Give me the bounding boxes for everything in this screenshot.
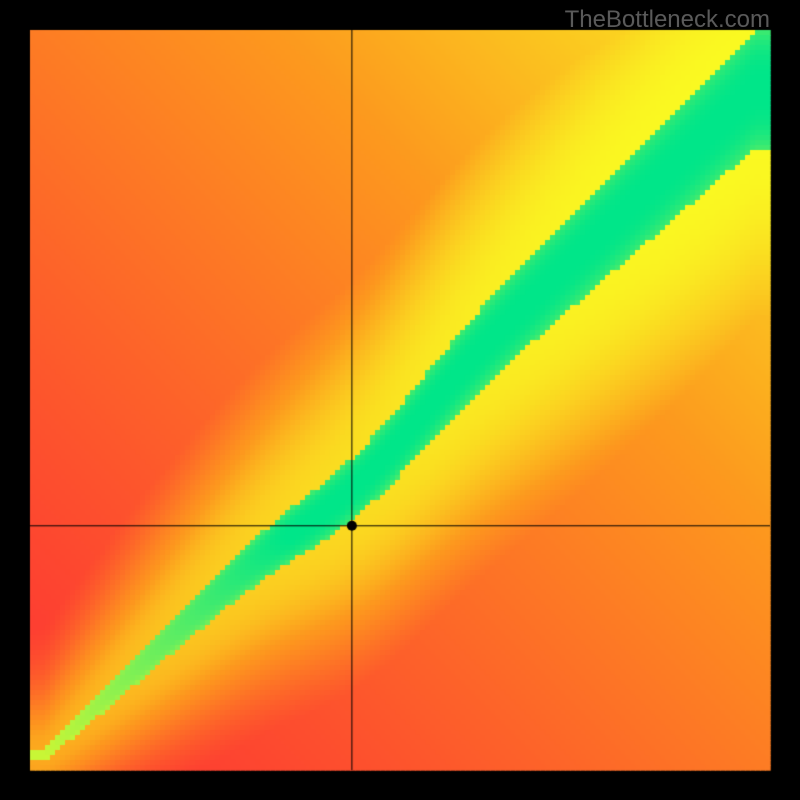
watermark-text: TheBottleneck.com [565,6,770,34]
bottleneck-heatmap [0,0,800,800]
